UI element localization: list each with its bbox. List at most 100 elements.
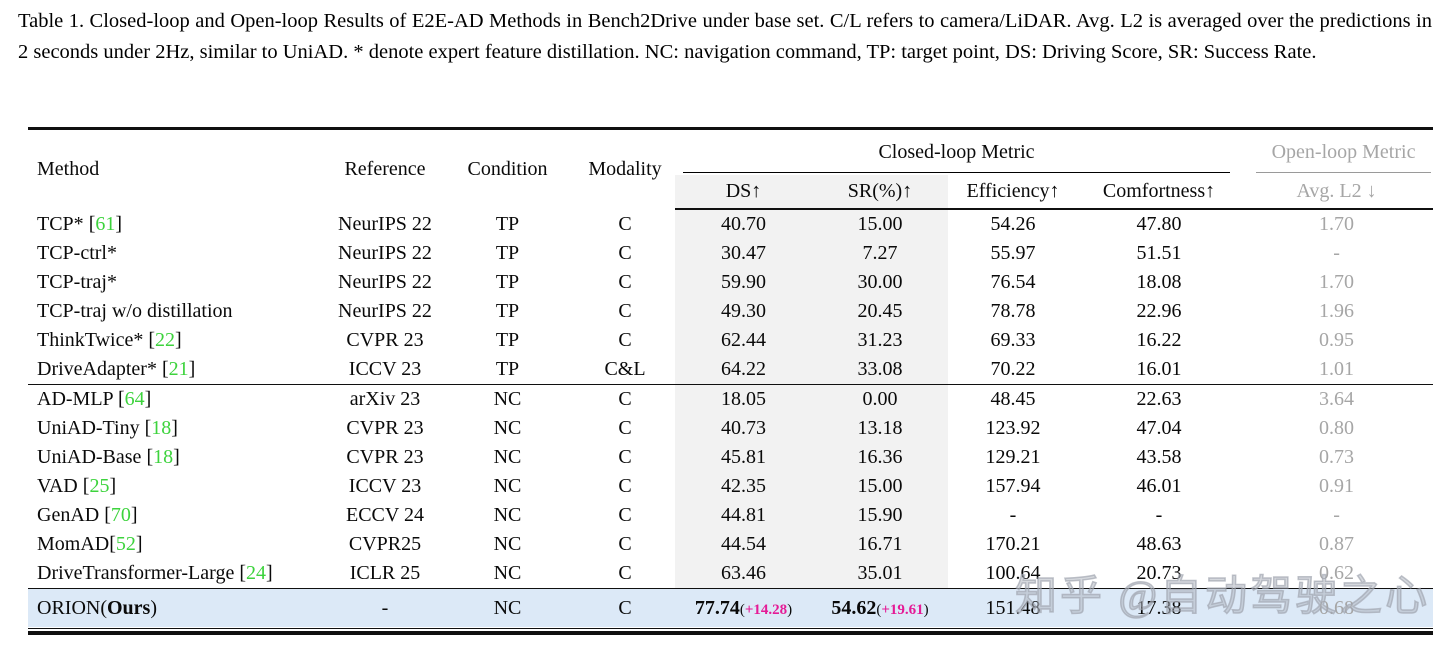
orion-highlight-group: ORION(Ours) - NC C 77.74(+14.28) 54.62(+19.61… (28, 588, 1434, 627)
comfortness-cell: 47.04 (1136, 417, 1182, 439)
method-name-bold: Ours (107, 596, 151, 619)
gain-value: +19.61 (881, 601, 924, 618)
method-group-nc: AD-MLP [64] arXiv 23 NC C 18.05 0.00 48.45 22.6… (28, 384, 1434, 589)
avg-l2-cell: 1.01 (1319, 358, 1355, 380)
comfortness-cell: 48.63 (1136, 533, 1182, 555)
table-row: GenAD [70] ECCV 24 NC C 44.81 15.90 - - - (28, 501, 1433, 530)
citation-number: 61 (95, 212, 116, 235)
reference-cell: CVPR25 (348, 533, 422, 555)
condition-cell: NC (440, 384, 575, 414)
citation-bracket: ] (115, 212, 123, 235)
col-header-method: Method (37, 158, 100, 180)
citation-number: 18 (153, 446, 174, 468)
citation-link[interactable]: [24] (239, 562, 272, 584)
citation-link[interactable]: [18] (145, 417, 178, 439)
col-header-ds: DS↑ (675, 175, 812, 210)
method-name: GenAD (37, 504, 105, 526)
citation-bracket: ] (175, 329, 182, 351)
metric-value: 54.62 (831, 596, 877, 619)
ds-cell: 49.30 (675, 297, 812, 326)
modality-cell: C (618, 329, 632, 351)
method-name: DriveTransformer-Large (37, 562, 240, 584)
method-cell: AD-MLP [64] (28, 384, 330, 414)
condition-cell: TP (495, 358, 520, 380)
method-name: AD-MLP (37, 388, 118, 410)
citation-bracket: [ (239, 562, 246, 584)
open-loop-span-label: Open-loop Metric (1256, 132, 1432, 173)
citation-link[interactable]: [64] (118, 388, 151, 410)
method-cell: MomAD[52] (28, 530, 330, 559)
results-table: Method Reference Condition Modality Clos… (28, 127, 1434, 635)
avg-l2-cell: 1.70 (1319, 271, 1355, 293)
citation-number: 70 (110, 504, 131, 526)
modality-cell: C (618, 212, 632, 235)
table-row: AD-MLP [64] arXiv 23 NC C 18.05 0.00 48.45 22.6… (28, 384, 1434, 414)
modality-cell: C (618, 300, 632, 322)
comfortness-cell: 47.80 (1136, 213, 1182, 235)
header-row-groups: Method Reference Condition Modality Clos… (28, 129, 1433, 180)
sr-cell: 15.90 (812, 501, 948, 530)
avg-l2-cell: 0.73 (1319, 446, 1355, 468)
modality-cell: C (618, 271, 632, 293)
avg-l2-cell: 1.70 (1319, 213, 1355, 235)
citation-bracket: [ (88, 212, 96, 235)
sr-cell: 7.27 (812, 239, 948, 268)
modality-cell: C (618, 446, 632, 468)
efficiency-cell: 129.21 (985, 446, 1041, 468)
citation-bracket: ] (188, 358, 196, 380)
metric-value: 77.74 (694, 596, 740, 619)
citation-bracket: [ (104, 504, 111, 526)
method-name: MomAD (37, 533, 110, 555)
avg-l2-cell: 3.64 (1240, 384, 1434, 414)
sr-cell: 54.62(+19.61) (812, 588, 948, 627)
comfortness-cell: 46.01 (1136, 475, 1182, 497)
comfortness-cell: 18.08 (1136, 271, 1182, 293)
method-cell: ORION(Ours) (28, 588, 330, 627)
sr-cell: 30.00 (812, 268, 948, 297)
avg-l2-cell: 1.96 (1319, 300, 1355, 322)
efficiency-cell: 123.92 (985, 417, 1041, 439)
reference-cell: ICLR 25 (349, 562, 421, 584)
reference-cell: NeurIPS 22 (338, 212, 432, 235)
citation-link[interactable]: [70] (104, 504, 137, 526)
gain-paren: ) (787, 601, 793, 618)
citation-link[interactable]: [52] (109, 533, 142, 555)
metric-gain: (+19.61) (876, 602, 928, 618)
citation-link[interactable]: [61] (89, 213, 122, 235)
condition-cell: NC (440, 588, 575, 627)
avg-l2-cell: - (1333, 242, 1340, 264)
ds-cell: 30.47 (675, 239, 812, 268)
condition-cell: TP (495, 300, 520, 322)
avg-l2-cell: - (1333, 504, 1340, 526)
method-name: ) (150, 596, 158, 619)
comfortness-cell: 22.96 (1136, 300, 1182, 322)
sr-cell: 35.01 (812, 559, 948, 589)
header-row-metrics: DS↑ SR(%)↑ Efficiency↑ Comfortness↑ Avg.… (28, 175, 1434, 210)
modality-cell: C (575, 384, 675, 414)
col-header-avg-l2: Avg. L2 ↓ (1240, 175, 1434, 210)
ds-cell: 44.54 (675, 530, 812, 559)
citation-link[interactable]: [21] (162, 358, 195, 380)
reference-cell: ICCV 23 (348, 475, 422, 497)
citation-bracket: [ (146, 446, 154, 468)
citation-link[interactable]: [18] (146, 446, 179, 468)
method-cell: TCP-traj w/o distillation (28, 297, 330, 326)
sr-cell: 0.00 (812, 384, 948, 414)
citation-link[interactable]: [25] (83, 475, 116, 497)
citation-link[interactable]: [22] (148, 329, 181, 351)
citation-bracket: [ (148, 329, 156, 351)
ds-cell: 40.73 (675, 414, 812, 443)
sr-cell: 16.36 (812, 443, 948, 472)
condition-cell: NC (493, 562, 522, 584)
avg-l2-cell: 0.68 (1240, 588, 1434, 627)
citation-bracket: ] (135, 533, 143, 555)
method-name: TCP-ctrl* (37, 242, 117, 264)
efficiency-cell: 54.26 (990, 213, 1036, 235)
method-cell: UniAD-Base [18] (28, 443, 330, 472)
method-cell: DriveTransformer-Large [24] (28, 559, 330, 589)
condition-cell: NC (493, 446, 522, 468)
condition-cell: TP (495, 242, 520, 264)
condition-cell: TP (495, 271, 520, 293)
modality-cell: C (618, 242, 632, 264)
